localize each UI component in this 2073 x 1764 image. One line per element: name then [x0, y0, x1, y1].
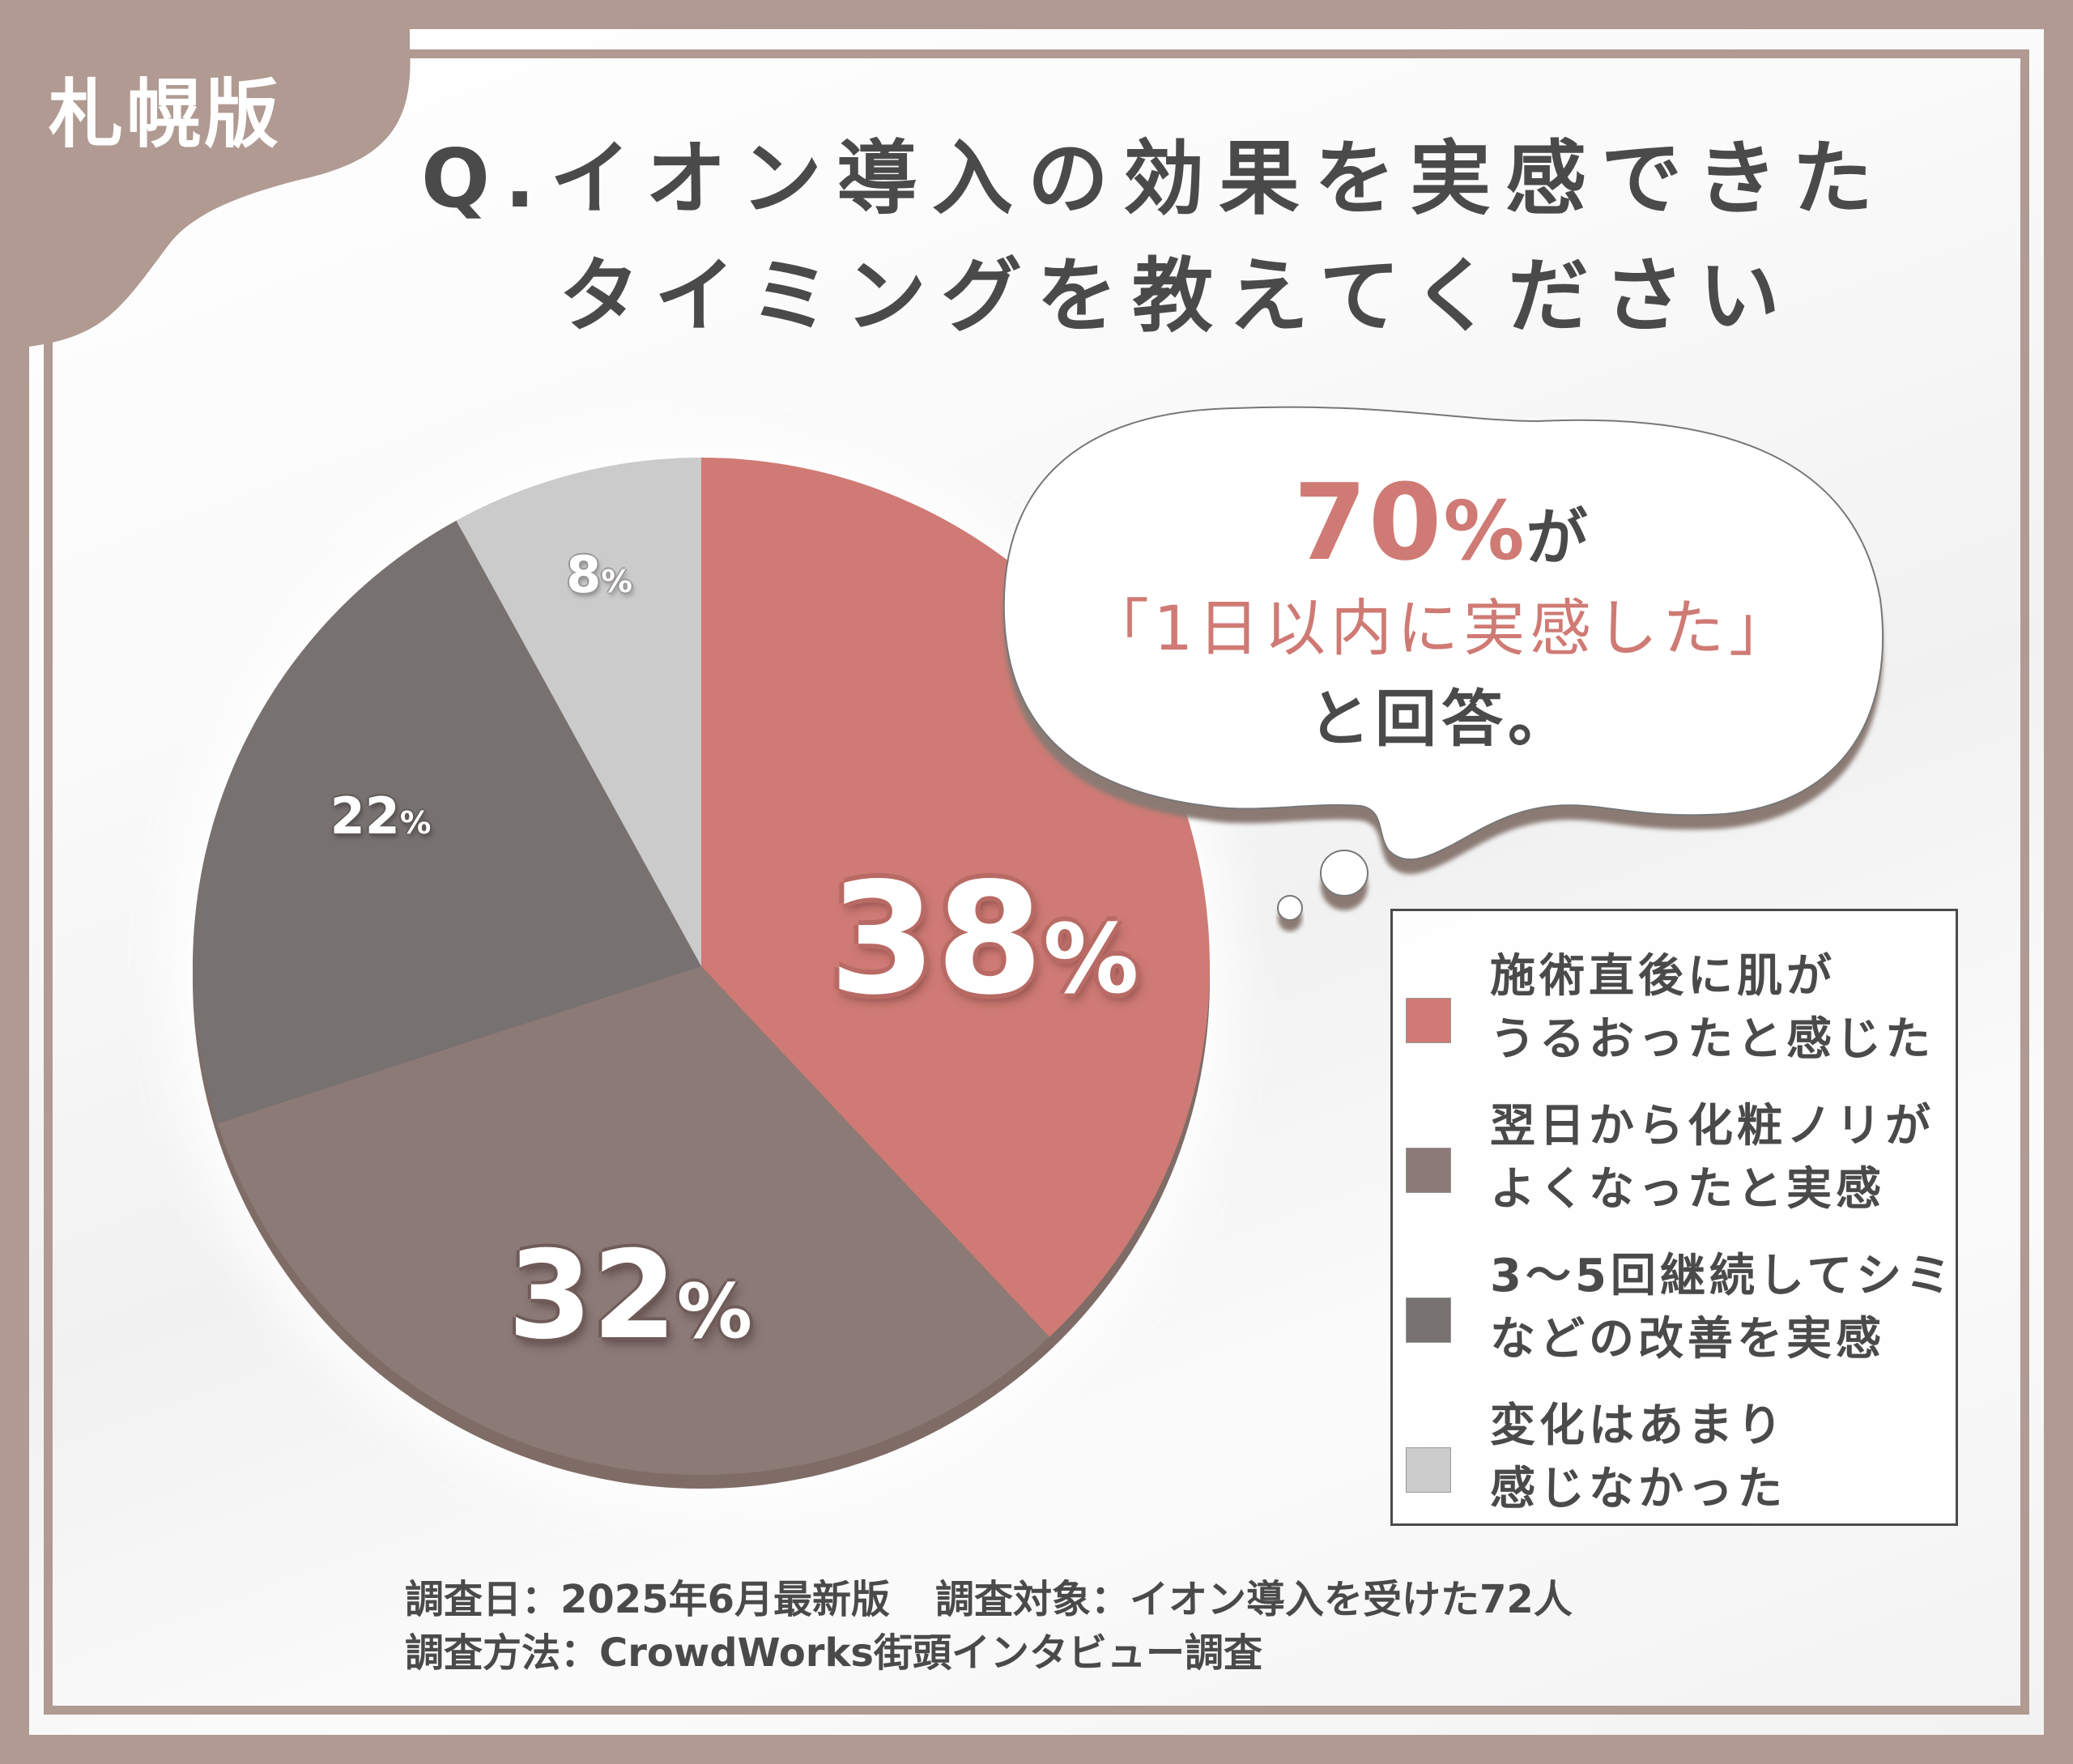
page-title: Q.イオン導入の効果を実感できた タイミングを教えてください [421, 120, 2008, 355]
legend-item: 変化はあまり 感じなかった [1393, 1393, 1956, 1539]
legend-item: 施術直後に肌が うるおったと感じた [1393, 944, 1956, 1089]
inner-frame [44, 49, 2029, 1715]
pie-slice [217, 966, 1049, 1476]
thought-dot-large [1320, 850, 1369, 897]
region-tag: 札幌版 [49, 71, 283, 158]
legend-label: 翌日から化粧ノリが よくなったと実感 [1490, 1100, 1935, 1216]
legend-swatch-light-gray [1406, 1447, 1451, 1493]
callout-particle: が [1526, 501, 1590, 573]
thought-dot-small [1277, 895, 1303, 921]
pie-label-32: 32% [508, 1225, 752, 1366]
region-tag-blob [0, 0, 411, 348]
legend-item: 3〜5回継続してシミ などの改善を実感 [1393, 1243, 1956, 1389]
pie-slice [192, 520, 701, 1124]
pie-label-38: 38% [828, 850, 1139, 1029]
title-line-2: タイミングを教えてください [559, 249, 1794, 343]
survey-target: 調査対象：イオン導入を受けた72人 [935, 1577, 1573, 1622]
pie-label-22: 22% [330, 786, 432, 846]
survey-footer: 調査日：2025年6月最新版 調査対象：イオン導入を受けた72人 調査方法：Cro… [405, 1573, 1573, 1680]
pie-label-8: 8% [566, 545, 632, 604]
legend-item: 翌日から化粧ノリが よくなったと実感 [1393, 1093, 1956, 1239]
survey-line-1: 調査日：2025年6月最新版 調査対象：イオン導入を受けた72人 [405, 1573, 1573, 1626]
pie-slice [456, 458, 701, 966]
speech-bubble [1002, 406, 1884, 861]
callout-closing: と回答。 [1309, 683, 1574, 755]
callout-number: 70 [1293, 461, 1444, 584]
callout: 70%が 「1日以内に実感した」 と回答。 [1004, 470, 1879, 750]
legend-label: 施術直後に肌が うるおったと感じた [1490, 950, 1935, 1066]
survey-method: 調査方法：CrowdWorks街頭インタビュー調査 [405, 1630, 1262, 1676]
legend-label: 3〜5回継続してシミ などの改善を実感 [1490, 1250, 1956, 1366]
legend-swatch-gray [1406, 1297, 1451, 1343]
title-line-1: Q.イオン導入の効果を実感できた [421, 131, 1888, 226]
legend-label: 変化はあまり 感じなかった [1490, 1400, 1786, 1515]
chart-legend: 施術直後に肌が うるおったと感じた 翌日から化粧ノリが よくなったと実感 3〜5… [1390, 909, 1958, 1526]
legend-swatch-mauve [1406, 1148, 1451, 1193]
legend-swatch-coral [1406, 998, 1451, 1043]
callout-headline: 70%が [1293, 461, 1590, 584]
callout-quote: 「1日以内に実感した」 [1087, 592, 1796, 664]
survey-date: 調査日：2025年6月最新版 [405, 1577, 890, 1622]
